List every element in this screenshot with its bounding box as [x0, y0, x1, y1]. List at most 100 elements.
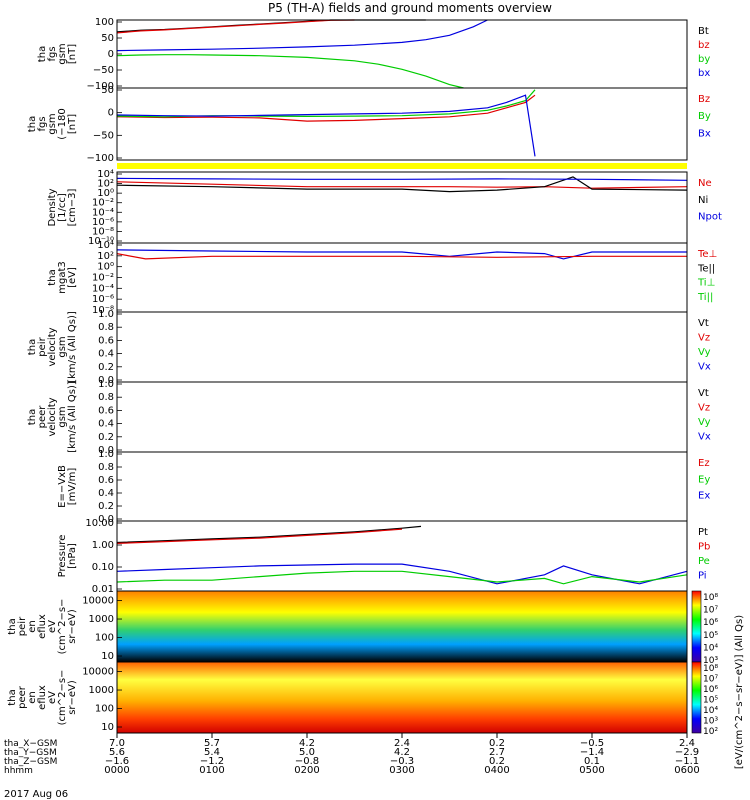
y-axis-label-line: gsm: [57, 43, 68, 64]
y-axis-label-line: tha: [27, 409, 38, 425]
legend-entry: Pb: [698, 542, 710, 553]
y-axis-label-line: eV: [47, 691, 58, 704]
y-tick-label: 0.4: [98, 488, 114, 499]
y-axis-label-line: fgs: [47, 46, 58, 61]
x-tick-label: 5.6: [109, 747, 125, 758]
y-axis-label-line: eV: [47, 620, 58, 633]
y-axis-label: thafgsgsm(−180[nT]: [27, 108, 78, 139]
x-axis-row-label: hhmm: [4, 766, 33, 776]
x-tick-label: −1.2: [200, 756, 224, 767]
series-line-bx: [116, 19, 488, 52]
colorbar: [691, 590, 702, 663]
legend-entry: Vy: [698, 347, 711, 358]
y-tick-label: 50: [101, 33, 114, 44]
panel-pressure: 10.00 1.00 0.10 0.01 Pressure[nPa] Pt Pb Pe Pi: [57, 518, 710, 595]
y-tick-label: 0.4: [98, 349, 114, 360]
colorbar-tick-label: 10⁷: [703, 675, 718, 685]
series-line-Pe: [116, 570, 688, 585]
y-axis-label-line: [nT]: [67, 44, 78, 64]
y-axis-label: thapeirenefluxeV(cm^2−s−sr−eV): [7, 599, 78, 655]
x-tick-label: 0100: [199, 765, 224, 776]
panel-fgs_gsm: 100 50 0 −50 −100 thafgsgsm[nT] Bt bz by bx: [37, 17, 710, 92]
y-tick-label: 0.6: [98, 475, 114, 486]
x-axis-row-label: tha_Y−GSM: [4, 748, 57, 758]
spectrogram: [117, 662, 687, 733]
plot-title: P5 (TH-A) fields and ground moments over…: [268, 1, 552, 15]
y-tick-label: −50: [93, 130, 114, 141]
legend-entry: Ti⊥: [697, 278, 715, 289]
legend-entry: Vz: [698, 333, 710, 344]
series-line-Ne: [116, 181, 688, 189]
x-tick-label: 0000: [104, 765, 129, 776]
y-axis-label: Pressure[nPa]: [57, 535, 78, 578]
x-tick-label: 5.7: [204, 738, 220, 749]
colorbar: [691, 661, 702, 734]
y-tick-label: −100: [87, 153, 114, 164]
y-tick-label: 0.0: [98, 445, 114, 456]
legend-entry: Vx: [698, 432, 711, 443]
legend-entry: Pt: [698, 527, 708, 538]
y-tick-label: 10⁰: [97, 262, 114, 273]
x-tick-label: −1.4: [580, 747, 604, 758]
y-tick-label: 10: [101, 651, 114, 662]
y-tick-label: 10⁴: [97, 169, 114, 180]
legend-entry: bz: [698, 40, 710, 51]
x-tick-label: −1.6: [105, 756, 129, 767]
y-tick-label: 0.10: [92, 562, 114, 573]
legend-entry: Npot: [698, 212, 722, 223]
date-label: 2017 Aug 06: [4, 789, 68, 800]
x-tick-label: 4.2: [394, 747, 410, 758]
y-axis-label-line: tha: [7, 618, 18, 634]
legend-entry: Vt: [698, 318, 709, 329]
colorbar-tick-label: 10²: [703, 727, 718, 737]
y-tick-label: 10⁻⁴: [92, 283, 114, 294]
y-axis-label-line: (−180: [57, 108, 68, 139]
colorbar-tick-label: 10⁸: [703, 593, 718, 603]
x-tick-label: −0.8: [295, 756, 319, 767]
y-tick-label: 0.2: [98, 501, 114, 512]
y-axis-label-line: en: [27, 620, 38, 633]
y-tick-label: 10⁻⁶: [92, 217, 114, 228]
legend-entry: Bt: [698, 26, 709, 37]
y-tick-label: 1000: [89, 614, 114, 625]
series-line-Ti: [116, 249, 687, 260]
legend-entry: Ni: [698, 195, 708, 206]
series-line-Te: [116, 253, 687, 260]
y-axis-label: thapeervelocitygsm[km/s (All Qs)]: [27, 381, 78, 453]
legend-entry: By: [698, 111, 711, 122]
colorbar-tick-label: 10⁴: [703, 643, 718, 653]
y-axis-label-line: peir: [17, 616, 28, 636]
legend-entry: Pe: [698, 556, 710, 567]
x-tick-label: 2.4: [679, 738, 695, 749]
y-axis-label-line: sr−eV): [67, 609, 78, 644]
y-tick-label: 1.00: [92, 540, 114, 551]
x-tick-label: 0400: [484, 765, 509, 776]
x-tick-label: 0300: [389, 765, 414, 776]
y-tick-label: −100: [87, 81, 114, 92]
colorbar-tick-label: 10⁷: [703, 606, 718, 616]
x-tick-label: 7.0: [109, 738, 125, 749]
x-tick-label: 0200: [294, 765, 319, 776]
colorbar-tick-label: 10⁶: [703, 685, 718, 695]
x-tick-label: −0.3: [390, 756, 414, 767]
y-tick-label: 0.6: [98, 335, 114, 346]
series-line-Pb: [116, 528, 403, 544]
y-axis-label-line: [1/cc]: [57, 193, 68, 222]
y-tick-label: 100: [95, 704, 114, 715]
y-axis-label-line: [nPa]: [67, 543, 78, 569]
y-axis-label-line: sr−eV): [67, 680, 78, 715]
y-tick-label: 10⁻⁶: [92, 294, 114, 305]
spectrogram: [117, 591, 687, 662]
y-tick-label: 1.0: [98, 449, 114, 460]
x-axis-row-label: tha_X−GSM: [4, 739, 57, 749]
status-bar: [117, 163, 687, 169]
y-tick-label: 0.2: [98, 432, 114, 443]
y-tick-label: 0.8: [98, 322, 114, 333]
colorbar-tick-label: 10⁶: [703, 618, 718, 628]
y-tick-label: 0.8: [98, 392, 114, 403]
y-axis-label-line: tha: [47, 269, 58, 285]
legend-entry: Bx: [698, 128, 711, 139]
legend-entry: Vy: [698, 417, 711, 428]
